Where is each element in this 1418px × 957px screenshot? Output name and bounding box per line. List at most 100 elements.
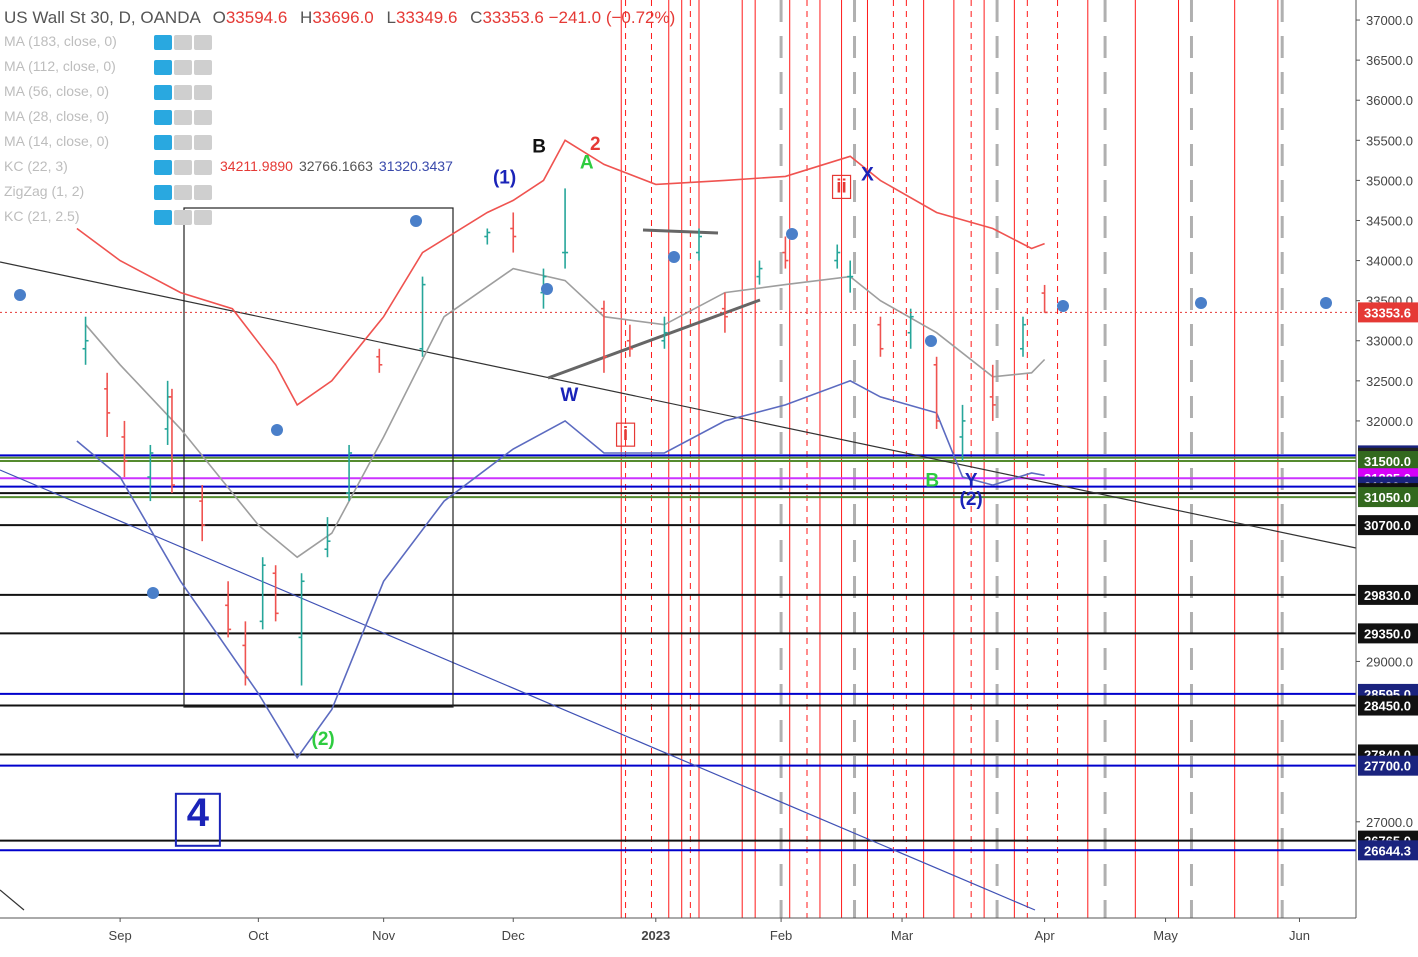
price-level-tag [1358,451,1418,472]
eye-icon[interactable] [154,84,172,100]
zigzag-dot [14,289,26,301]
indicator-label[interactable]: KC (21, 2.5) [4,208,80,224]
last-price-label: 33353.6 [1364,305,1411,320]
high-value: 33696.0 [312,8,374,27]
gear-icon[interactable] [174,184,192,200]
wave-label-box [615,422,636,447]
wave-label: W [560,385,578,406]
gear-icon[interactable] [174,34,192,50]
indicator-row[interactable]: ZigZag (1, 2) [4,183,675,208]
eye-icon[interactable] [154,184,172,200]
indicator-label[interactable]: MA (112, close, 0) [4,58,116,74]
trendline-black [0,261,1357,549]
time-axis-tick: Oct [248,928,269,943]
close-icon[interactable] [194,34,212,50]
indicator-value: 31320.3437 [378,158,453,174]
zigzag-dot [271,424,283,436]
eye-icon[interactable] [154,209,172,225]
indicator-row[interactable]: MA (14, close, 0) [4,133,675,158]
range-box [183,207,454,708]
wave-label: 2 [590,134,601,155]
change-value: −241.0 (−0.72%) [548,8,676,27]
price-level-tag [1358,695,1418,716]
price-axis-tick: 34500.0 [1366,213,1413,228]
kc-band-upper [76,139,1045,407]
eye-icon[interactable] [154,134,172,150]
price-axis-tick: 37000.0 [1366,13,1413,28]
close-icon[interactable] [194,59,212,75]
price-axis-tick: 36500.0 [1366,53,1413,68]
price-axis-tick: 29000.0 [1366,654,1413,669]
indicator-label[interactable]: MA (56, close, 0) [4,83,110,99]
indicator-label[interactable]: ZigZag (1, 2) [4,183,85,199]
time-axis-tick: Apr [1034,928,1055,943]
zigzag-dot [1057,300,1069,312]
eye-icon[interactable] [154,109,172,125]
legend: US Wall St 30, D, OANDA O33594.6 H33696.… [4,8,675,233]
wave-label: X [861,164,874,185]
price-level-label: 31500.0 [1364,454,1411,469]
wave-label: i [623,424,628,445]
gear-icon[interactable] [174,159,192,175]
high-key: H [300,8,313,27]
close-icon[interactable] [194,209,212,225]
time-axis-tick: Sep [109,928,132,943]
close-icon[interactable] [194,159,212,175]
time-axis-tick: Jun [1289,928,1310,943]
time-axis-tick: Mar [891,928,914,943]
indicator-label[interactable]: MA (14, close, 0) [4,133,110,149]
eye-icon[interactable] [154,59,172,75]
price-axis-tick: 35000.0 [1366,173,1413,188]
wave-label: A [580,152,594,173]
zigzag-dot [1195,297,1207,309]
open-value: 33594.6 [225,8,288,27]
gear-icon[interactable] [174,134,192,150]
kc-band-middle [84,267,1046,559]
indicator-label[interactable]: KC (22, 3) [4,158,68,174]
trendline-corner [0,889,25,911]
indicator-row[interactable]: MA (112, close, 0) [4,58,675,83]
price-level-label: 28450.0 [1364,699,1411,714]
gear-icon[interactable] [174,84,192,100]
time-axis-tick: Nov [372,928,396,943]
close-icon[interactable] [194,109,212,125]
indicator-row[interactable]: KC (21, 2.5) [4,208,675,233]
indicator-label[interactable]: MA (183, close, 0) [4,33,117,49]
price-level-label: 26644.3 [1364,843,1411,858]
close-icon[interactable] [194,134,212,150]
indicator-value: 32766.1663 [298,158,373,174]
eye-icon[interactable] [154,34,172,50]
wave-label: (2) [312,729,335,750]
indicator-list: MA (183, close, 0) MA (112, close, 0) MA (… [4,33,675,233]
zigzag-dot [1320,297,1332,309]
gear-icon[interactable] [174,109,192,125]
indicator-row[interactable]: MA (183, close, 0) [4,33,675,58]
close-value: 33353.6 [482,8,544,27]
price-level-label: 27700.0 [1364,759,1411,774]
eye-icon[interactable] [154,159,172,175]
price-level-tag [1358,623,1418,644]
header-row: US Wall St 30, D, OANDA O33594.6 H33696.… [4,8,675,33]
close-icon[interactable] [194,84,212,100]
zigzag-dot [786,228,798,240]
indicator-row[interactable]: MA (56, close, 0) [4,83,675,108]
indicator-row[interactable]: KC (22, 3) 34211.9890 32766.1663 31320.3437 [4,158,675,183]
low-key: L [386,8,396,27]
wave-label: (2) [960,489,983,510]
symbol-title[interactable]: US Wall St 30, D, OANDA [4,8,200,27]
gear-icon[interactable] [174,59,192,75]
zigzag-dot [668,251,680,263]
price-level-tag [1358,755,1418,776]
indicator-row[interactable]: MA (28, close, 0) [4,108,675,133]
close-icon[interactable] [194,184,212,200]
indicator-label[interactable]: MA (28, close, 0) [4,108,110,124]
wave-label: B [925,471,939,492]
trendline-blue [0,469,1036,911]
last-price-tag [1358,302,1418,323]
gear-icon[interactable] [174,209,192,225]
price-level-tag [1358,515,1418,536]
time-axis-tick: Dec [502,928,526,943]
